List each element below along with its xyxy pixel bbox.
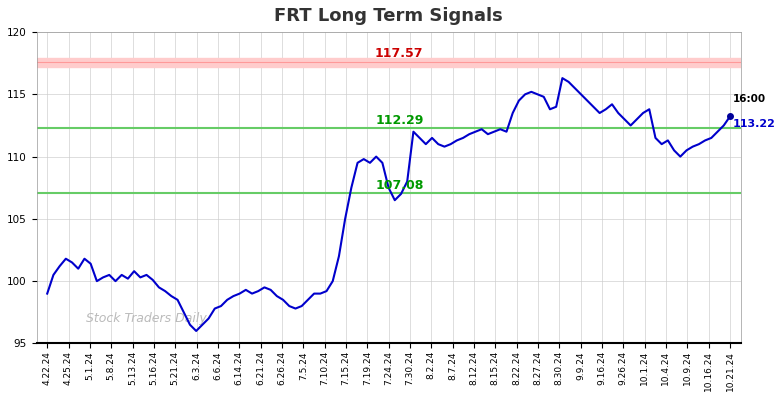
Text: 117.57: 117.57 <box>375 47 423 60</box>
Title: FRT Long Term Signals: FRT Long Term Signals <box>274 7 503 25</box>
Bar <box>37 58 741 67</box>
Text: 107.08: 107.08 <box>375 179 423 192</box>
Text: 113.22: 113.22 <box>733 119 776 129</box>
Text: 112.29: 112.29 <box>375 114 423 127</box>
Text: 16:00: 16:00 <box>733 94 766 104</box>
Text: Stock Traders Daily: Stock Traders Daily <box>85 312 206 325</box>
